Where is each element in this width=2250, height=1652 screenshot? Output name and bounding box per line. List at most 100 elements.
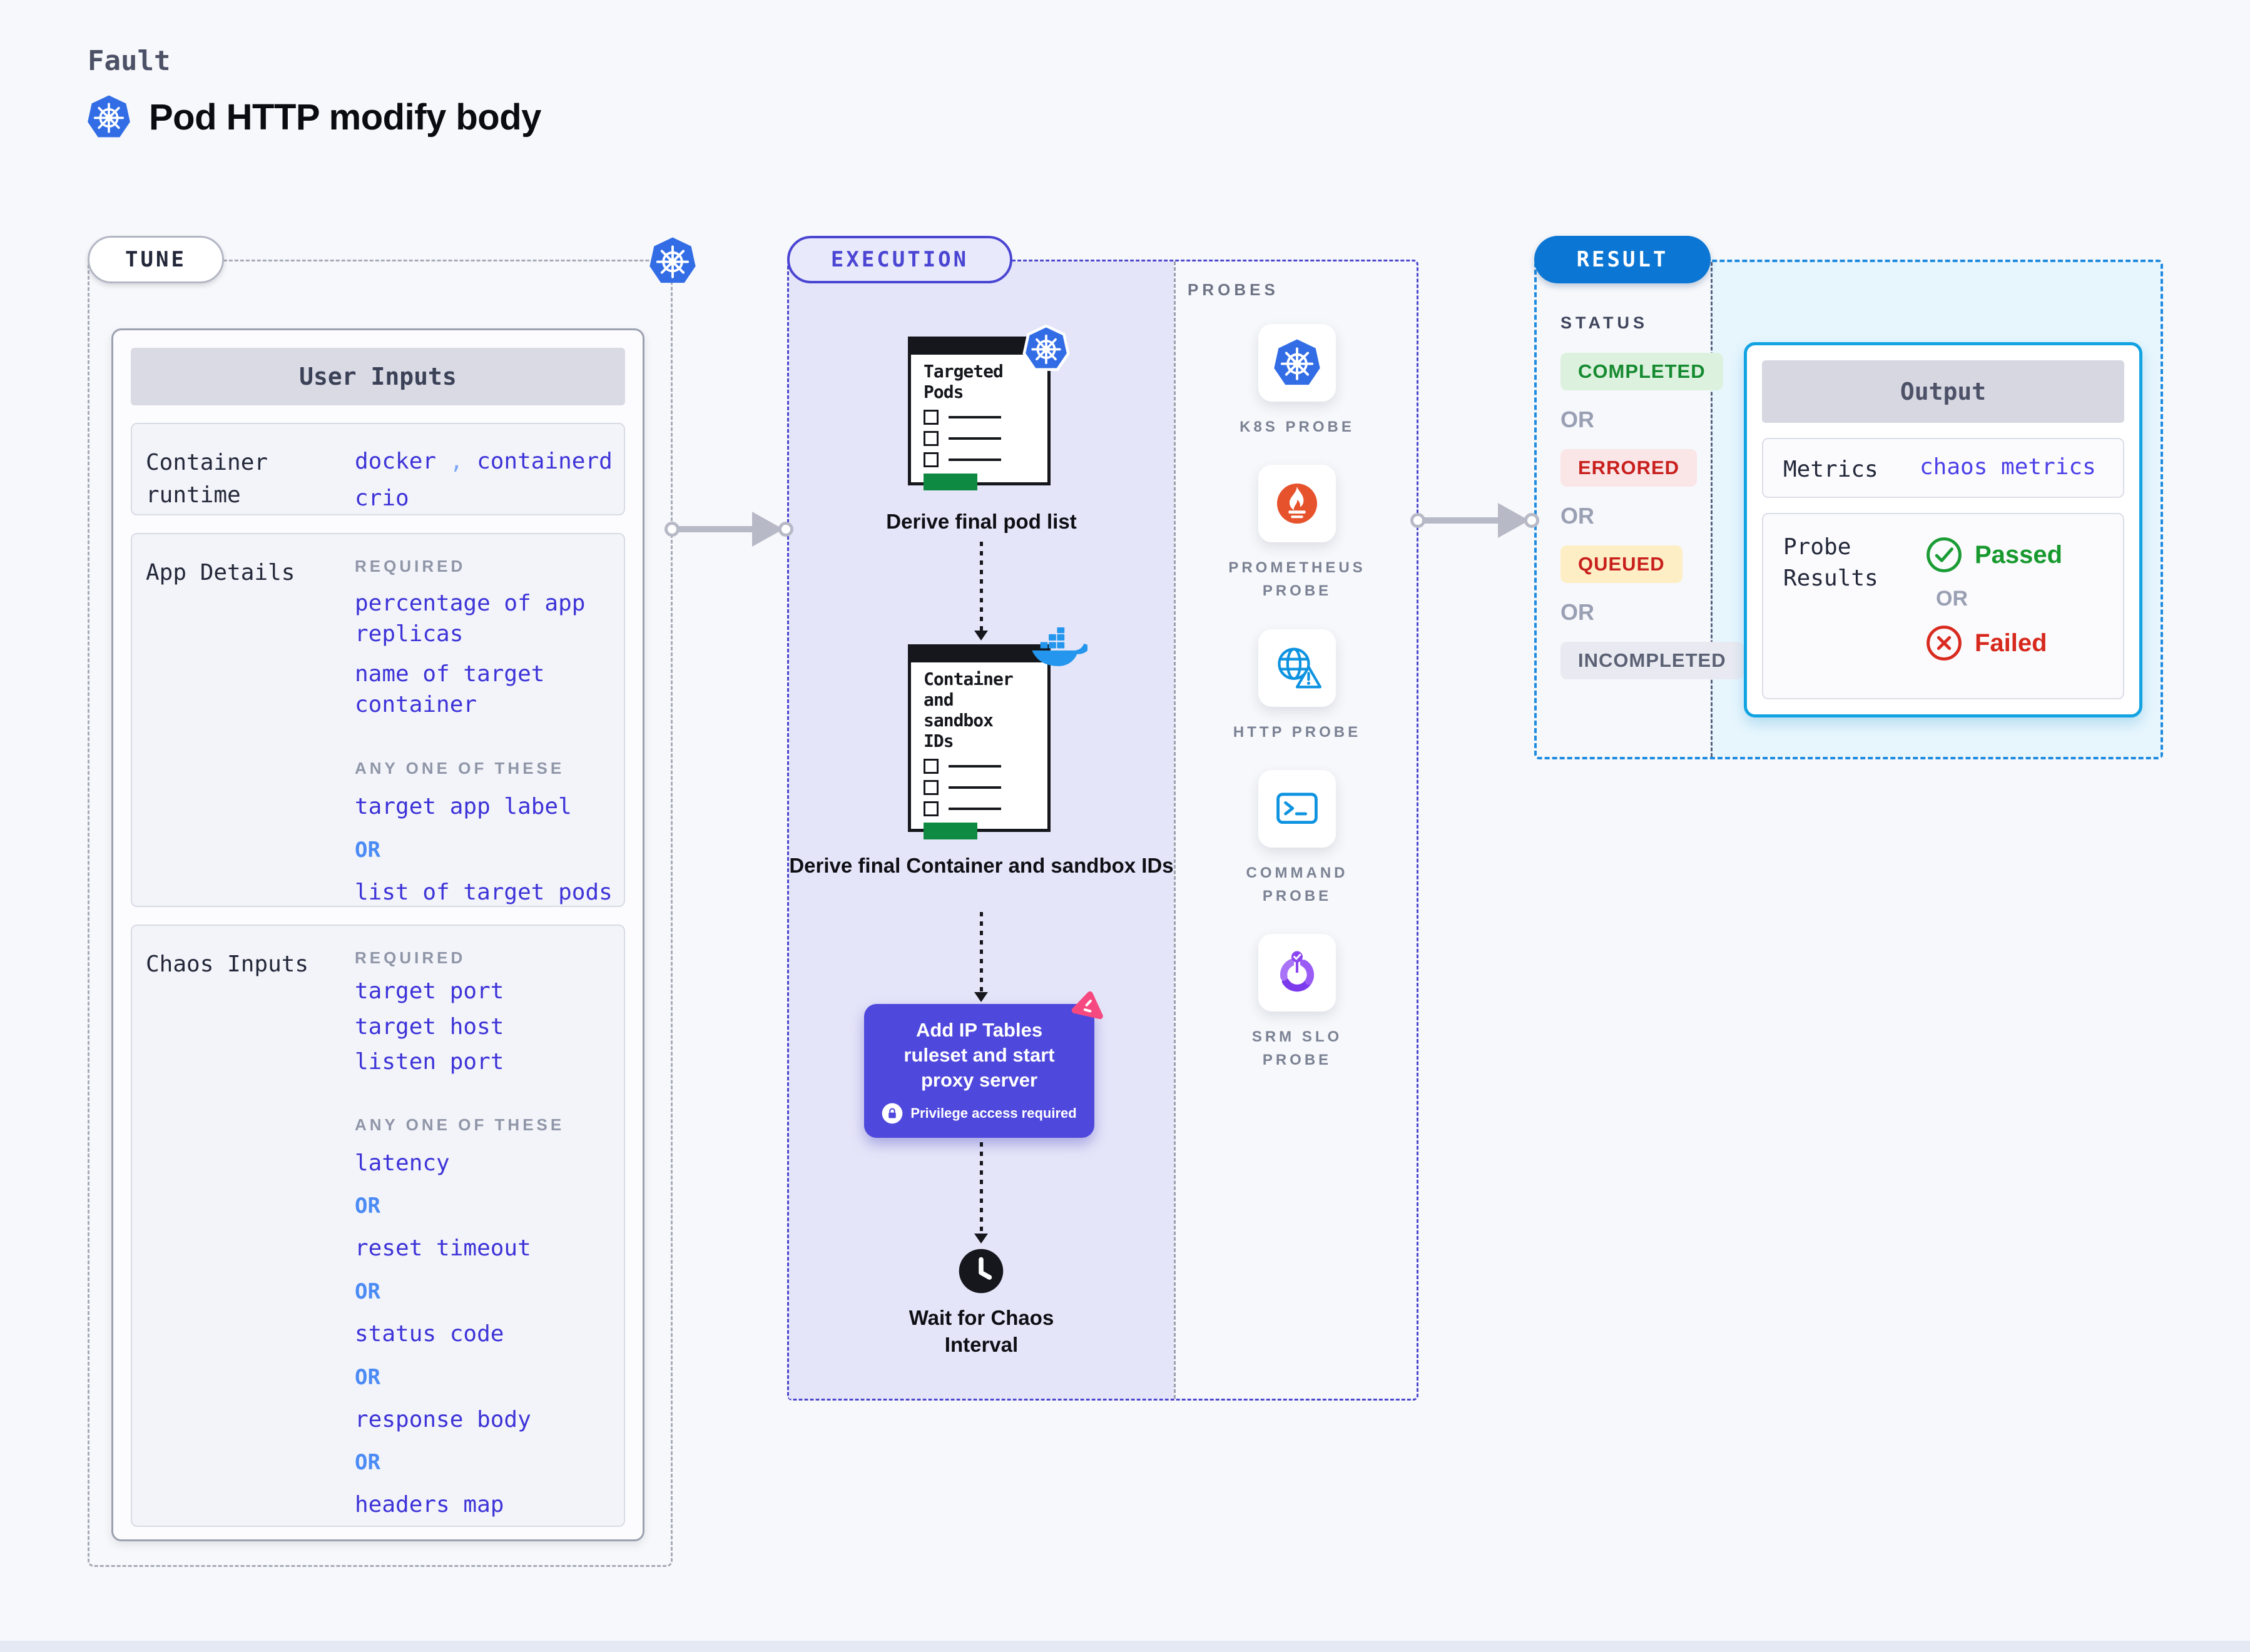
input-list-of-target-pods: list of target pods (355, 879, 613, 905)
step-caption: Wait for Chaos Interval (909, 1306, 1054, 1356)
status-badge-incompleted: INCOMPLETED (1560, 642, 1744, 679)
chaos-inputs-row: Chaos Inputs REQUIRED target port target… (131, 925, 625, 1527)
globe-warning-icon (1271, 642, 1323, 694)
or-label: OR (1560, 503, 1594, 529)
user-inputs-title: User Inputs (131, 348, 625, 405)
container-runtime-value-crio: crio (355, 485, 409, 511)
fault-kicker: Fault (88, 45, 171, 77)
input-percentage-of-app-replicas: percentage of app replicas (355, 590, 586, 647)
probe-result-failed: Failed (1925, 624, 2047, 662)
or-label: OR (355, 1364, 380, 1390)
output-title: Output (1762, 360, 2124, 423)
or-label: OR (1936, 587, 1968, 611)
or-label: OR (355, 1450, 380, 1476)
flow-arrow-down (974, 542, 989, 641)
result-divider (1711, 262, 1713, 757)
kubernetes-icon (648, 236, 697, 286)
probe-results-label: Probe Results (1783, 534, 1878, 592)
step-caption: Derive final pod list (886, 510, 1077, 533)
input-headers-map: headers map (355, 1492, 504, 1518)
or-label: OR (355, 837, 380, 863)
result-section: STATUS COMPLETED OR ERRORED OR QUEUED OR… (1534, 260, 2163, 759)
status-column: STATUS COMPLETED OR ERRORED OR QUEUED OR… (1560, 313, 1744, 679)
result-pill: RESULT (1534, 236, 1711, 283)
output-panel: Output Metrics chaos metrics Probe Resul… (1744, 342, 2142, 717)
required-label: REQUIRED (355, 948, 466, 967)
container-runtime-row: Container runtime docker , containerd cr… (131, 423, 625, 515)
page-header: Pod HTTP modify body (86, 94, 541, 140)
probes-divider (1174, 261, 1176, 1399)
progress-bar (924, 474, 977, 491)
kubernetes-icon (1273, 338, 1321, 387)
targeted-pods-document: Targeted Pods (908, 337, 1051, 491)
flow-arrow-down (974, 912, 989, 1002)
probe-card-k8s (1258, 324, 1336, 402)
probe-label: HTTP PROBE (1233, 723, 1362, 741)
flow-arrow-down (974, 1142, 989, 1244)
kubernetes-icon (1022, 324, 1071, 373)
progress-bar (924, 823, 977, 840)
input-name-of-target-container: name of target container (355, 661, 545, 717)
status-badge-completed: COMPLETED (1560, 353, 1723, 390)
metrics-value: chaos metrics (1920, 454, 2096, 480)
status-badge-errored: ERRORED (1560, 449, 1698, 487)
docker-icon (1030, 627, 1087, 669)
input-target-port: target port (355, 978, 504, 1004)
bottom-edge (0, 1641, 2250, 1652)
status-badge-queued: QUEUED (1560, 545, 1682, 583)
execution-pill: EXECUTION (787, 236, 1012, 283)
privilege-note: Privilege access required (882, 1103, 1077, 1124)
probe-label: SRM SLO PROBE (1251, 1028, 1343, 1069)
any-one-of-these-label: ANY ONE OF THESE (355, 759, 565, 778)
input-target-host: target host (355, 1013, 504, 1040)
terminal-icon (1272, 784, 1322, 834)
tune-pill: TUNE (88, 236, 224, 283)
prometheus-icon (1272, 479, 1322, 529)
container-sandbox-document: Container and sandbox IDs (908, 644, 1051, 840)
input-latency: latency (355, 1150, 450, 1176)
probes-column: K8S PROBE PROMETHEUS PROBE HTTP PROBE CO… (1174, 324, 1420, 1098)
kubernetes-icon (86, 94, 131, 140)
metrics-row: Metrics chaos metrics (1762, 438, 2124, 498)
litmus-chaos-icon (1069, 989, 1106, 1025)
page-title: Pod HTTP modify body (149, 96, 541, 138)
probe-card-prometheus (1258, 465, 1336, 543)
add-iptables-action: Add IP Tables ruleset and start proxy se… (864, 1004, 1094, 1138)
chaos-inputs-label: Chaos Inputs (146, 951, 309, 977)
probe-results-row: Probe Results Passed OR Failed (1762, 513, 2124, 699)
probe-label: PROMETHEUS PROBE (1228, 559, 1366, 600)
probe-label: COMMAND PROBE (1246, 864, 1348, 905)
probes-title: PROBES (1188, 280, 1279, 299)
probe-card-command (1258, 769, 1336, 848)
probe-card-http (1258, 629, 1336, 707)
app-details-row: App Details REQUIRED percentage of app r… (131, 533, 625, 907)
or-label: OR (1560, 599, 1594, 625)
lock-icon (882, 1103, 903, 1124)
input-target-app-label: target app label (355, 794, 572, 820)
probe-label: K8S PROBE (1240, 418, 1355, 435)
document-title: Container and sandbox IDs (924, 669, 1014, 752)
slo-donut-icon (1271, 947, 1323, 998)
input-status-code: status code (355, 1320, 504, 1347)
status-title: STATUS (1560, 313, 1648, 332)
container-runtime-values: docker , containerd (355, 448, 613, 474)
metrics-label: Metrics (1783, 457, 1878, 482)
action-title: Add IP Tables ruleset and start proxy se… (904, 1019, 1055, 1091)
tune-section (88, 260, 673, 1567)
container-runtime-label: Container runtime (146, 450, 268, 509)
user-inputs-panel: User Inputs Container runtime docker , c… (111, 328, 644, 1541)
step-caption: Derive final Container and sandbox IDs (789, 854, 1174, 877)
x-circle-icon (1925, 624, 1963, 662)
or-label: OR (355, 1193, 380, 1219)
or-label: OR (355, 1279, 380, 1304)
tune-to-execution-arrow (664, 509, 793, 549)
execution-section: Targeted Pods Derive final pod list Cont… (787, 260, 1418, 1401)
input-response-body: response body (355, 1406, 531, 1432)
execution-to-result-arrow (1410, 500, 1539, 540)
document-title: Targeted Pods (924, 361, 1004, 403)
clock-icon (955, 1245, 1007, 1297)
input-listen-port: listen port (355, 1049, 504, 1075)
app-details-label: App Details (146, 560, 295, 585)
probe-result-passed: Passed (1925, 535, 2062, 574)
